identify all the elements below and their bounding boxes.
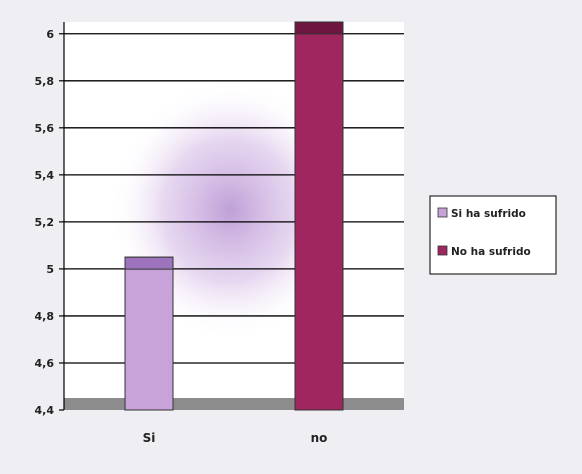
legend-swatch xyxy=(437,245,448,256)
y-tick-label: 5,4 xyxy=(35,169,55,182)
x-tick-label: no xyxy=(311,431,328,445)
x-tick-label: Si xyxy=(143,431,156,445)
y-tick-label: 5,8 xyxy=(35,75,55,88)
y-tick-label: 4,8 xyxy=(35,310,55,323)
bar-no xyxy=(294,21,344,411)
baseline-band xyxy=(64,398,404,410)
y-tick-label: 5,2 xyxy=(35,216,55,229)
bar-cap-no xyxy=(294,21,344,35)
y-tick-label: 4,6 xyxy=(35,357,55,370)
bars xyxy=(124,21,344,411)
bar-cap-si xyxy=(124,256,174,270)
legend-label: No ha sufrido xyxy=(451,246,531,258)
y-tick-label: 6 xyxy=(46,28,54,41)
bar-si xyxy=(124,256,174,411)
x-axis-ticks: Si no xyxy=(143,431,328,445)
y-axis-ticks: 6 5,8 5,6 5,4 5,2 5 4,8 4,6 4,4 xyxy=(35,22,65,417)
y-tick-label: 5 xyxy=(46,263,54,276)
y-tick-label: 5,6 xyxy=(35,122,55,135)
y-tick-label: 4,4 xyxy=(35,404,55,417)
legend-swatch xyxy=(437,207,448,218)
legend-label: Si ha sufrido xyxy=(451,208,526,220)
legend-box xyxy=(429,195,557,275)
gridlines xyxy=(64,33,404,364)
legend: Si ha sufrido No ha sufrido xyxy=(429,195,557,275)
